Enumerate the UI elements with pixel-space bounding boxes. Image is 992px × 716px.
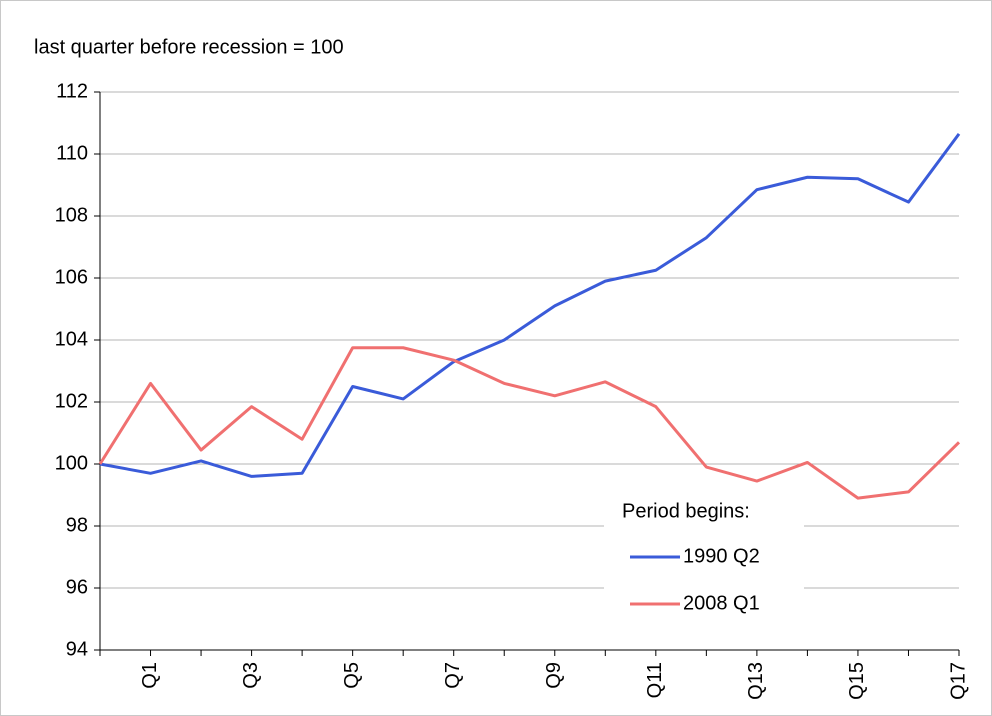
- y-tick-label: 96: [66, 576, 88, 598]
- x-tick-label: Q1: [139, 662, 161, 689]
- line-series: [99, 132, 961, 478]
- x-tick-label: Q15: [846, 662, 868, 700]
- chart-title: last quarter before recession = 100: [34, 36, 344, 58]
- y-tick-label: 94: [66, 638, 88, 660]
- legend-label: 2008 Q1: [683, 592, 760, 614]
- x-tick-label: Q13: [745, 662, 767, 700]
- y-tick-label: 108: [55, 204, 88, 226]
- y-tick-label: 110: [56, 142, 88, 164]
- y-tick-label: 112: [56, 80, 88, 102]
- legend-label: 1990 Q2: [683, 545, 760, 567]
- y-tick-label: 100: [55, 452, 88, 474]
- x-tick-label: Q11: [644, 662, 666, 698]
- y-tick-label: 106: [55, 266, 88, 288]
- x-tick-label: Q17: [947, 662, 969, 700]
- x-tick-label: Q7: [442, 662, 464, 689]
- legend-title: Period begins:: [622, 500, 750, 522]
- y-tick-label: 104: [55, 328, 88, 350]
- y-tick-label: 98: [66, 514, 88, 536]
- line-series: [98, 346, 961, 500]
- x-tick-label: Q5: [341, 662, 363, 689]
- y-tick-label: 102: [55, 390, 88, 412]
- x-tick-label: Q9: [543, 662, 565, 689]
- x-tick-label: Q3: [240, 662, 262, 689]
- legend: Period begins: 1990 Q2 2008 Q1: [604, 494, 804, 624]
- legend-box: [604, 494, 804, 624]
